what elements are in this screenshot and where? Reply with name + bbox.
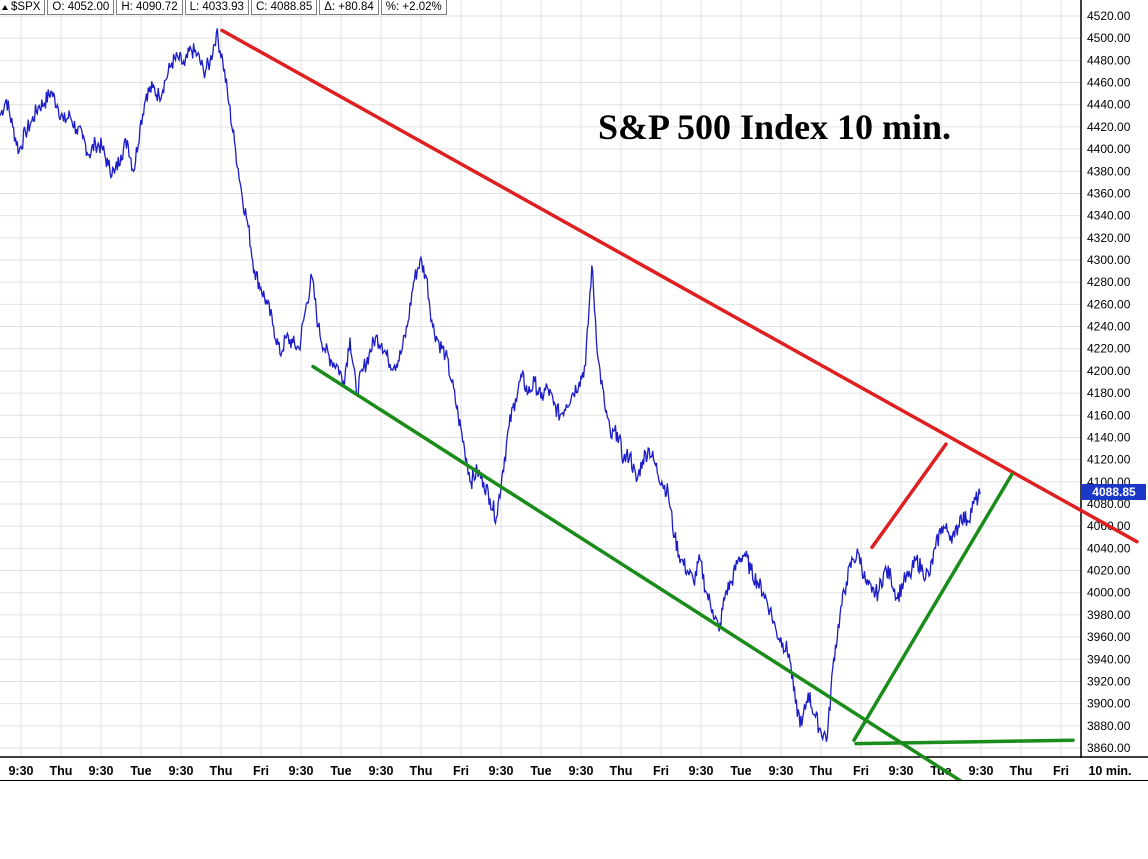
chart-title: S&P 500 Index 10 min.	[598, 107, 952, 147]
x-tick-label: Thu	[1010, 764, 1033, 778]
y-tick-label: 4040.00	[1087, 541, 1131, 555]
x-tick-label: Tue	[730, 764, 751, 778]
x-tick-label: Thu	[610, 764, 633, 778]
y-tick-label: 4420.00	[1087, 120, 1131, 134]
y-tick-label: 4300.00	[1087, 253, 1131, 267]
x-tick-label: 9:30	[888, 764, 913, 778]
y-tick-label: 4320.00	[1087, 231, 1131, 245]
low-value: L: 4033.93	[184, 0, 249, 15]
y-tick-label: 4160.00	[1087, 408, 1131, 422]
y-tick-label: 4500.00	[1087, 31, 1131, 45]
x-tick-label: Fri	[853, 764, 869, 778]
x-tick-label: Thu	[50, 764, 73, 778]
x-tick-label: 9:30	[8, 764, 33, 778]
y-tick-label: 4200.00	[1087, 364, 1131, 378]
triangle-icon	[2, 4, 8, 10]
y-tick-label: 3900.00	[1087, 697, 1131, 711]
trendlines	[220, 28, 1139, 822]
x-tick-label: 9:30	[368, 764, 393, 778]
x-tick-label: Tue	[930, 764, 951, 778]
y-tick-label: 3920.00	[1087, 674, 1131, 688]
lower-indicator-pane	[0, 780, 1148, 859]
x-tick-label: 9:30	[768, 764, 793, 778]
x-tick-label: 9:30	[288, 764, 313, 778]
y-tick-label: 4440.00	[1087, 98, 1131, 112]
trendline	[854, 738, 1075, 746]
x-tick-label: Fri	[653, 764, 669, 778]
y-tick-label: 4020.00	[1087, 564, 1131, 578]
x-tick-label: 9:30	[968, 764, 993, 778]
x-tick-label: Tue	[330, 764, 351, 778]
y-tick-label: 4220.00	[1087, 342, 1131, 356]
close-value: C: 4088.85	[250, 0, 318, 15]
symbol-cell[interactable]: $SPX	[0, 0, 46, 15]
trendline	[311, 364, 1024, 822]
x-axis-tick-labels: 9:30 Thu 9:30 Tue 9:30 Thu Fri 9:30 Tue 9:30 Thu Fr…	[8, 764, 1131, 778]
last-price-badge: 4088.85	[1082, 484, 1146, 500]
y-tick-label: 4360.00	[1087, 186, 1131, 200]
y-axis-tick-labels: 3860.00 3880.00 3900.00 3920.00 3940.00 3960.…	[1087, 9, 1131, 755]
price-series-line	[0, 28, 981, 742]
change-value: Δ: +80.84	[319, 0, 379, 15]
x-tick-label: Thu	[210, 764, 233, 778]
y-tick-label: 3960.00	[1087, 630, 1131, 644]
y-tick-label: 4280.00	[1087, 275, 1131, 289]
x-tick-label: 9:30	[688, 764, 713, 778]
x-tick-label: Thu	[410, 764, 433, 778]
y-tick-label: 4340.00	[1087, 209, 1131, 223]
quote-header: $SPX O: 4052.00 H: 4090.72 L: 4033.93 C:…	[0, 0, 449, 15]
trendline	[220, 28, 1139, 544]
trendline	[852, 472, 1014, 742]
x-tick-label: 9:30	[88, 764, 113, 778]
y-tick-label: 3980.00	[1087, 608, 1131, 622]
y-tick-label: 4180.00	[1087, 386, 1131, 400]
y-tick-label: 4380.00	[1087, 164, 1131, 178]
x-tick-label: 9:30	[168, 764, 193, 778]
interval-label: 10 min.	[1088, 764, 1131, 778]
horizontal-gridlines	[0, 15, 1081, 749]
x-tick-label: 9:30	[568, 764, 593, 778]
y-tick-label: 4400.00	[1087, 142, 1131, 156]
x-tick-label: Tue	[530, 764, 551, 778]
vertical-gridlines	[20, 0, 1062, 757]
y-tick-label: 3880.00	[1087, 719, 1131, 733]
y-tick-label: 4480.00	[1087, 53, 1131, 67]
percent-change-value: %: +2.02%	[380, 0, 447, 15]
y-tick-label: 4140.00	[1087, 430, 1131, 444]
trendline	[870, 442, 948, 550]
x-tick-label: Fri	[253, 764, 269, 778]
y-tick-label: 4460.00	[1087, 76, 1131, 90]
high-value: H: 4090.72	[116, 0, 183, 15]
x-tick-label: Tue	[130, 764, 151, 778]
open-value: O: 4052.00	[47, 0, 115, 15]
y-tick-label: 3940.00	[1087, 652, 1131, 666]
y-tick-label: 3860.00	[1087, 741, 1131, 755]
y-tick-label: 4240.00	[1087, 320, 1131, 334]
y-tick-label: 4000.00	[1087, 586, 1131, 600]
symbol-label: $SPX	[11, 1, 41, 13]
y-tick-label: 4260.00	[1087, 297, 1131, 311]
x-tick-label: 9:30	[488, 764, 513, 778]
x-tick-label: Fri	[1053, 764, 1069, 778]
y-tick-label: 4520.00	[1087, 9, 1131, 23]
y-tick-label: 4080.00	[1087, 497, 1131, 511]
y-tick-label: 4120.00	[1087, 453, 1131, 467]
x-tick-label: Fri	[453, 764, 469, 778]
x-tick-label: Thu	[810, 764, 833, 778]
